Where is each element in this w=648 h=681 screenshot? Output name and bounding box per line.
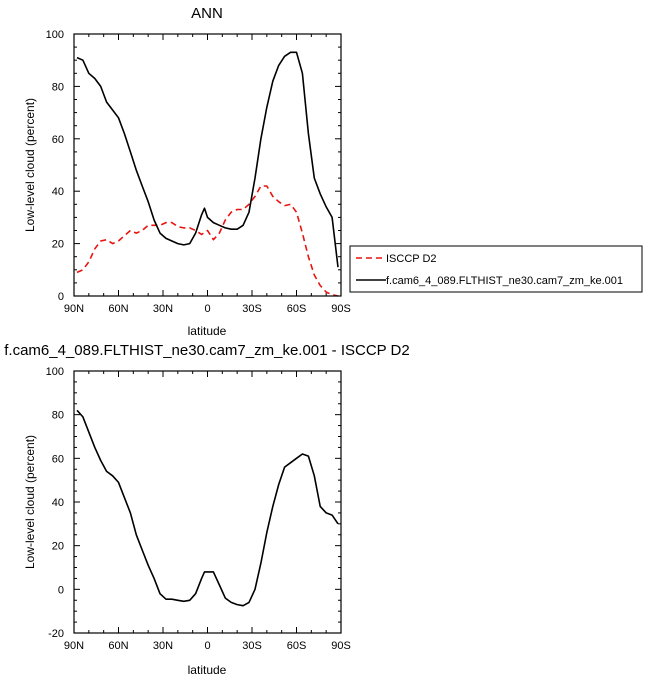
plot-frame <box>73 33 342 297</box>
y-tick-label: 100 <box>46 366 64 378</box>
chart-title: ANN <box>191 5 223 22</box>
x-tick-label: 30N <box>153 303 173 315</box>
x-tick-label: 90S <box>331 640 351 652</box>
x-tick-label: 0 <box>204 640 210 652</box>
x-tick-label: 30N <box>153 640 173 652</box>
panel-bottom: f.cam6_4_089.FLTHIST_ne30.cam7_zm_ke.001… <box>4 342 409 677</box>
y-tick-label: 80 <box>52 81 64 93</box>
legend-label-model: f.cam6_4_089.FLTHIST_ne30.cam7_zm_ke.001 <box>386 275 623 287</box>
series-line-isccp <box>76 185 339 297</box>
y-tick-label: 60 <box>52 134 64 146</box>
y-tick-label: 40 <box>52 497 64 509</box>
x-tick-label: 0 <box>204 303 210 315</box>
x-tick-label: 90N <box>64 303 84 315</box>
x-tick-label: 60S <box>287 303 307 315</box>
x-tick-label: 30S <box>242 303 262 315</box>
plot-lines <box>76 51 339 297</box>
panel-top: ANN Low-level cloud (percent) latitude 9… <box>23 5 351 338</box>
legend: ISCCP D2 f.cam6_4_089.FLTHIST_ne30.cam7_… <box>349 245 643 293</box>
x-tick-label: 60N <box>108 303 128 315</box>
y-axis-label: Low-level cloud (percent) <box>23 435 37 569</box>
x-tick-label: 60S <box>287 640 307 652</box>
y-tick-label: 20 <box>52 239 64 251</box>
y-tick-label: 0 <box>58 291 64 303</box>
x-tick-label: 60N <box>108 640 128 652</box>
y-tick-label: 0 <box>58 584 64 596</box>
y-tick-label: -20 <box>48 628 64 640</box>
axis-ticks: 90N 60N 30N 0 30S 60S 90S 0 20 40 60 80 100 <box>46 29 351 315</box>
y-axis-label: Low-level cloud (percent) <box>23 98 37 232</box>
y-tick-label: 80 <box>52 410 64 422</box>
x-tick-label: 90S <box>331 303 351 315</box>
axis-ticks: 90N 60N 30N 0 30S 60S 90S -20 0 20 40 60 80 100 <box>46 366 351 652</box>
legend-box <box>349 245 643 293</box>
x-axis-label: latitude <box>188 324 227 338</box>
y-tick-label: 100 <box>46 29 64 41</box>
chart-title: f.cam6_4_089.FLTHIST_ne30.cam7_zm_ke.001… <box>4 342 409 359</box>
x-tick-label: 90N <box>64 640 84 652</box>
plot-lines <box>76 409 339 607</box>
y-tick-label: 40 <box>52 186 64 198</box>
x-tick-label: 30S <box>242 640 262 652</box>
y-tick-label: 20 <box>52 541 64 553</box>
series-line-model <box>76 51 339 268</box>
legend-label-isccp: ISCCP D2 <box>386 253 437 265</box>
y-tick-label: 60 <box>52 453 64 465</box>
series-line-difference <box>76 409 339 607</box>
plot-frame <box>73 370 342 634</box>
x-axis-label: latitude <box>188 663 227 677</box>
